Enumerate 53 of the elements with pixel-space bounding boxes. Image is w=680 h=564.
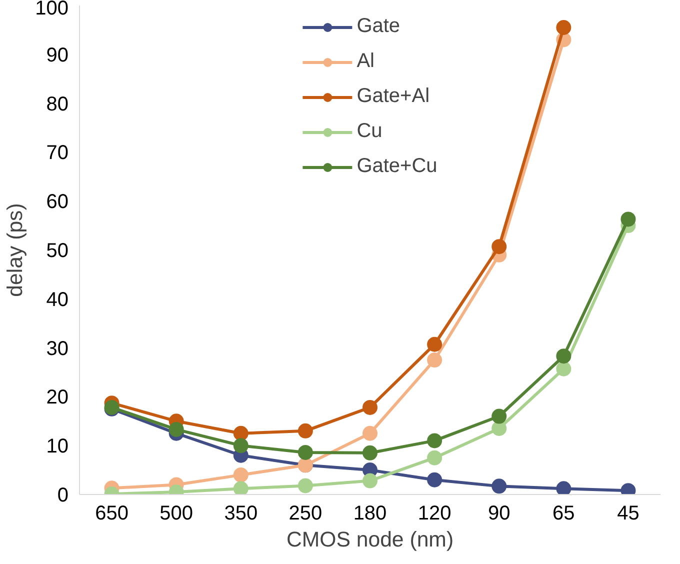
point bbox=[556, 481, 572, 494]
legend-label: Gate+Al bbox=[356, 85, 430, 108]
point bbox=[362, 473, 378, 488]
y-tick-label: 80 bbox=[46, 93, 69, 116]
y-tick-label: 50 bbox=[46, 240, 69, 262]
point bbox=[298, 478, 313, 494]
point bbox=[233, 426, 248, 441]
x-tick-label: 350 bbox=[224, 502, 258, 524]
point bbox=[362, 426, 378, 441]
y-axis-title: delay (ps) bbox=[3, 203, 28, 297]
point bbox=[492, 239, 507, 254]
x-tick-label: 90 bbox=[488, 502, 510, 524]
point bbox=[298, 444, 313, 460]
point bbox=[298, 423, 313, 438]
point bbox=[556, 348, 572, 364]
point bbox=[556, 20, 572, 35]
x-tick-label: 250 bbox=[288, 502, 322, 524]
y-tick-label: 90 bbox=[46, 44, 69, 66]
point bbox=[427, 450, 442, 466]
x-tick-label: 45 bbox=[617, 502, 640, 524]
x-tick-label: 500 bbox=[160, 502, 194, 524]
point bbox=[620, 212, 636, 227]
y-tick-label: 10 bbox=[46, 436, 69, 458]
y-tick-label: 30 bbox=[46, 338, 69, 360]
x-axis-title: CMOS node (nm) bbox=[286, 528, 454, 552]
legend-label: Cu bbox=[356, 120, 382, 143]
point bbox=[427, 352, 442, 368]
legend-label: Gate+Cu bbox=[356, 155, 438, 178]
point bbox=[362, 400, 378, 415]
point bbox=[427, 433, 442, 448]
point bbox=[233, 438, 248, 454]
point bbox=[492, 408, 507, 424]
point bbox=[362, 445, 378, 460]
point bbox=[492, 421, 507, 436]
legend-label: Al bbox=[356, 50, 376, 73]
point bbox=[427, 336, 442, 352]
point bbox=[427, 472, 442, 488]
y-tick-label: 60 bbox=[46, 191, 69, 214]
point bbox=[492, 478, 507, 494]
y-tick-label: 100 bbox=[35, 0, 69, 20]
point bbox=[233, 481, 248, 494]
legend-label: Gate bbox=[356, 15, 400, 38]
point bbox=[233, 467, 248, 482]
y-tick-label: 70 bbox=[46, 142, 69, 164]
y-tick-label: 40 bbox=[46, 288, 69, 311]
y-tick-label: 20 bbox=[46, 386, 69, 409]
x-tick-label: 120 bbox=[418, 502, 452, 524]
x-tick-label: 650 bbox=[95, 502, 128, 524]
x-tick-label: 65 bbox=[552, 502, 575, 524]
point bbox=[168, 422, 184, 437]
point bbox=[556, 361, 572, 376]
x-tick-label: 180 bbox=[353, 502, 387, 524]
y-tick-label: 0 bbox=[57, 484, 68, 506]
